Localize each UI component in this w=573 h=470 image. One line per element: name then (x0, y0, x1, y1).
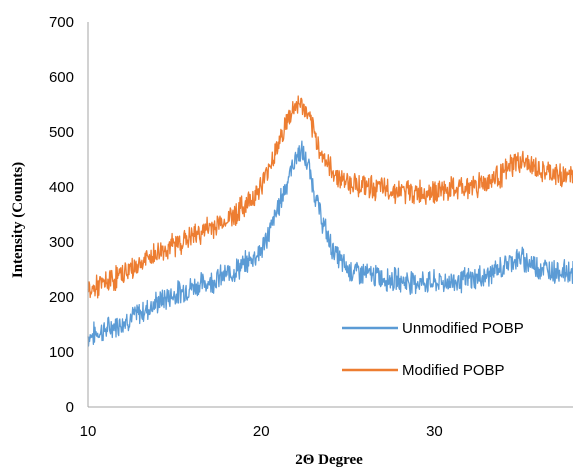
x-tick-label: 30 (426, 423, 443, 440)
series-line-unmodified-pobp (87, 140, 573, 347)
x-tick-label: 10 (80, 423, 97, 440)
y-tick-label: 600 (49, 69, 74, 86)
plot-area (87, 95, 573, 347)
x-axis-title: 2Θ Degree (295, 452, 363, 468)
legend: Unmodified POBP Modified POBP (342, 320, 524, 379)
y-tick-label: 400 (49, 179, 74, 196)
x-tick-label: 20 (253, 423, 270, 440)
y-tick-label: 100 (49, 344, 74, 361)
y-tick-label: 0 (66, 399, 74, 416)
y-tick-label: 700 (49, 14, 74, 31)
x-axis-ticks: 10 20 30 (80, 423, 443, 440)
y-tick-label: 200 (49, 289, 74, 306)
series-line-modified-pobp (87, 95, 573, 299)
y-axis-title: Intensity (Counts) (10, 162, 26, 278)
y-tick-label: 500 (49, 124, 74, 141)
y-tick-label: 300 (49, 234, 74, 251)
legend-label-modified-pobp: Modified POBP (402, 362, 505, 379)
y-axis-ticks: 0 100 200 300 400 500 600 700 (49, 14, 74, 416)
legend-label-unmodified-pobp: Unmodified POBP (402, 320, 524, 337)
